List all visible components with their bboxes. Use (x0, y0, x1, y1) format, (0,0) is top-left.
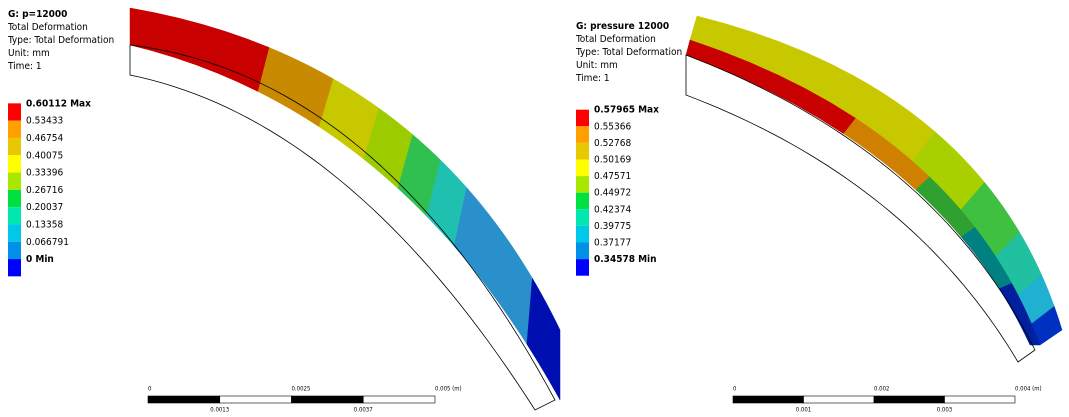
legend-value: 0.39775 (594, 221, 631, 232)
scale-label: 0.004 (m) (1015, 386, 1042, 393)
legend-value: 0.47571 (594, 171, 631, 182)
scale-label: 0.005 (m) (435, 386, 462, 393)
scale-label: 0 (148, 386, 152, 393)
legend-line: Time: 1 (575, 73, 610, 84)
legend-value: 0.34578 Min (594, 254, 657, 265)
legend-swatch (576, 226, 589, 243)
legend-swatch (576, 259, 589, 276)
legend-line: Unit: mm (8, 48, 50, 59)
scale-label: 0.003 (937, 407, 952, 414)
legend-value: 0.57965 Max (594, 105, 659, 116)
legend-swatch (576, 243, 589, 260)
legend-swatch (576, 176, 589, 193)
legend-title: G: pressure 12000 (576, 21, 669, 32)
scale-label: 0.0013 (210, 407, 229, 414)
legend-swatch (8, 259, 21, 276)
legend-line: Time: 1 (7, 61, 42, 72)
scale-label: 0.001 (796, 407, 811, 414)
legend-swatch (576, 126, 589, 143)
legend-value: 0.33396 (26, 168, 63, 179)
legend-value: 0.44972 (594, 188, 631, 199)
legend-swatch (8, 190, 21, 207)
scale-bar-segment (874, 396, 945, 403)
legend-value: 0.42374 (594, 204, 631, 215)
scale-bar-segment (292, 396, 364, 403)
legend-swatch (8, 173, 21, 190)
scale-bar-segment (363, 396, 435, 403)
legend-swatch (576, 110, 589, 127)
legend-swatch (8, 103, 21, 120)
legend-value: 0.40075 (26, 150, 63, 161)
legend-value: 0.60112 Max (26, 98, 91, 109)
legend-swatch (576, 143, 589, 160)
scale-label: 0.0037 (354, 407, 373, 414)
scale-bar-segment (804, 396, 875, 403)
legend-line: Total Deformation (575, 34, 656, 45)
legend-line: Unit: mm (576, 60, 618, 71)
legend-value: 0 Min (26, 254, 54, 265)
legend-swatch (576, 160, 589, 177)
scale-label: 0 (733, 386, 737, 393)
legend-value: 0.26716 (26, 185, 63, 196)
legend-value: 0.52768 (594, 138, 631, 149)
scale-bar-segment (733, 396, 804, 403)
legend-line: Total Deformation (7, 22, 88, 33)
legend-value: 0.50169 (594, 155, 631, 166)
legend-value: 0.46754 (26, 133, 63, 144)
legend-value: 0.20037 (26, 202, 63, 213)
legend-swatch (8, 207, 21, 224)
legend-swatch (576, 193, 589, 210)
scale-label: 0.002 (874, 386, 889, 393)
legend-swatch (576, 209, 589, 226)
legend-value: 0.066791 (26, 237, 69, 248)
legend-swatch (8, 242, 21, 259)
legend-value: 0.53433 (26, 116, 63, 127)
legend-swatch (8, 155, 21, 172)
legend-swatch (8, 224, 21, 241)
legend-title: G: p=12000 (8, 9, 67, 20)
scale-bar-segment (220, 396, 292, 403)
legend-value: 0.13358 (26, 219, 63, 230)
scale-bar-segment (148, 396, 220, 403)
legend-line: Type: Total Deformation (7, 35, 114, 46)
legend-swatch (8, 121, 21, 138)
legend-value: 0.55366 (594, 121, 631, 132)
scale-bar-segment (945, 396, 1016, 403)
legend-line: Type: Total Deformation (575, 47, 682, 58)
legend-swatch (8, 138, 21, 155)
viewport: G: p=12000 Total Deformation Type: Total D… (0, 0, 1069, 417)
legend-value: 0.37177 (594, 238, 631, 249)
scale-label: 0.0025 (292, 386, 311, 393)
